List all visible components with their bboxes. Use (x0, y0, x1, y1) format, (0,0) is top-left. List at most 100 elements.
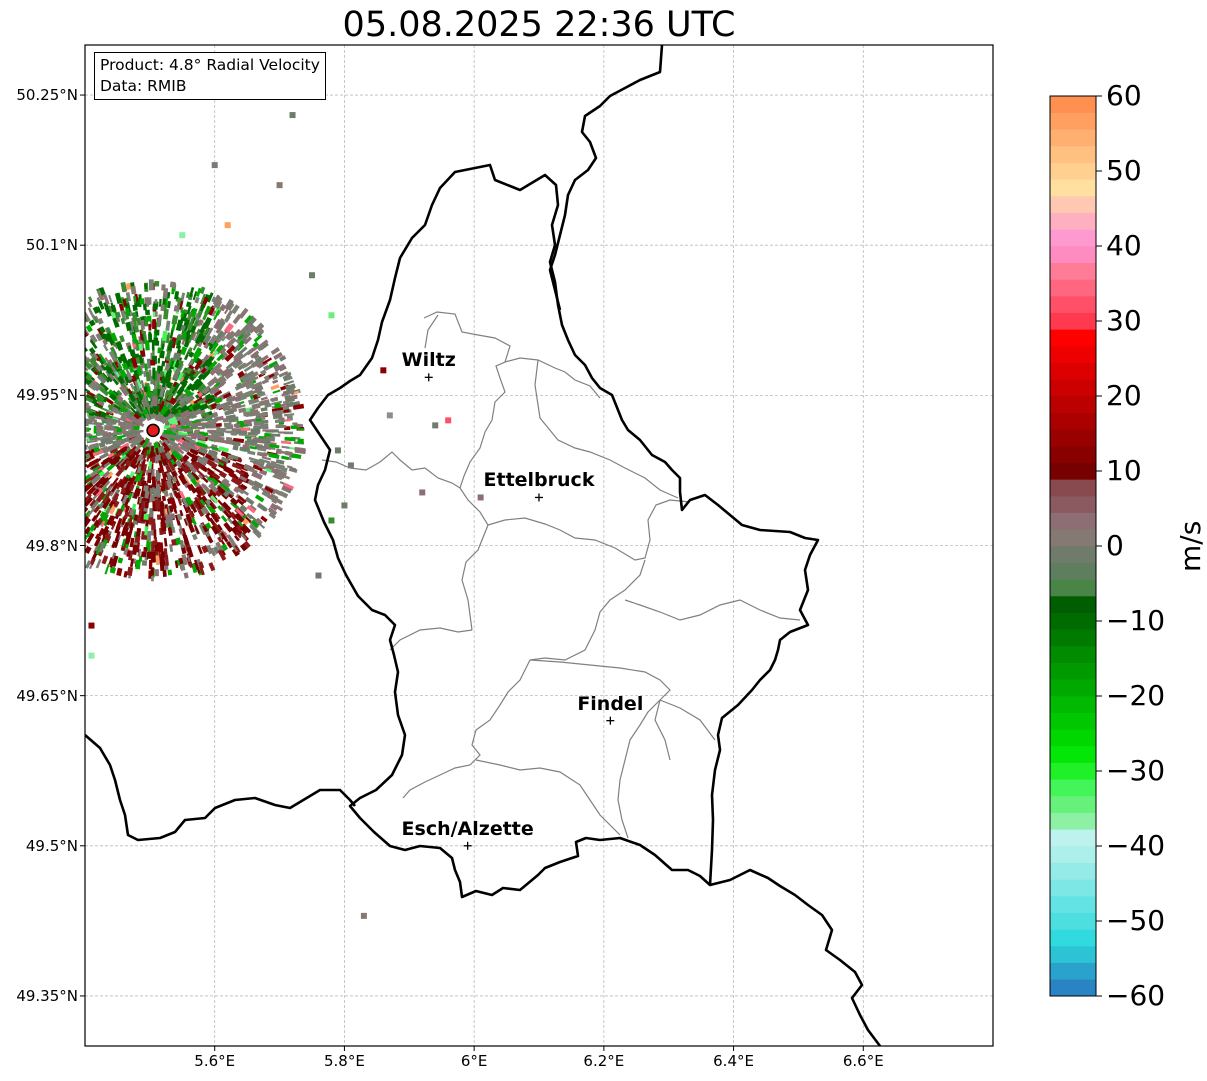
radar-echo-pixel (131, 437, 141, 447)
radar-echo-pixel (253, 484, 260, 490)
radar-echo-pixel (71, 341, 80, 351)
radar-echo-pixel (182, 415, 193, 421)
radar-echo-pixel (150, 494, 155, 503)
radar-echo-pixel (60, 344, 70, 354)
radar-echo-pixel (46, 512, 54, 520)
colorbar-segment (1050, 195, 1096, 213)
radar-echo-pixel (10, 435, 17, 440)
radar-echo-pixel (90, 367, 96, 374)
radar-echo-pixel (58, 434, 66, 437)
radar-echo-pixel (46, 426, 55, 431)
radar-echo-pixel (172, 357, 178, 368)
radar-echo-pixel (71, 305, 80, 316)
radar-echo-pixel (170, 444, 181, 454)
radar-echo-pixel (70, 310, 77, 318)
radar-echo-pixel (281, 485, 292, 494)
radar-echo-pixel (169, 328, 175, 339)
radar-echo-pixel (196, 287, 202, 297)
radar-echo-pixel (37, 429, 46, 432)
radar-echo-pixel (52, 512, 61, 521)
radar-echo-pixel (262, 357, 273, 365)
radar-echo-pixel (89, 334, 98, 344)
radar-echo-pixel (188, 509, 195, 520)
radar-echo-pixel (39, 495, 46, 501)
radar-echo-pixel (32, 462, 41, 469)
radar-echo-pixel (98, 353, 107, 364)
radar-echo-pixel (37, 498, 43, 504)
radar-echo-pixel (67, 463, 74, 468)
radar-echo-pixel (225, 331, 234, 340)
radar-echo-pixel (53, 347, 60, 353)
radar-echo-pixel (107, 452, 115, 458)
radar-echo-pixel (71, 368, 79, 376)
radar-echo-pixel (250, 428, 261, 434)
radar-echo-pixel (76, 480, 83, 486)
radar-echo-pixel (177, 466, 184, 473)
radar-echo-pixel (60, 437, 66, 440)
radar-echo-pixel (173, 391, 182, 402)
radar-echo-pixel (230, 500, 240, 510)
radar-echo-pixel (98, 300, 105, 310)
radar-echo-pixel (87, 301, 93, 308)
radar-echo-pixel (133, 425, 140, 431)
radar-echo-pixel (283, 413, 295, 417)
radar-echo-pixel (208, 339, 217, 350)
radar-echo-pixel (214, 397, 223, 404)
radar-echo-pixel (177, 297, 183, 307)
radar-echo-pixel (15, 417, 23, 420)
radar-echo-pixel (205, 414, 215, 420)
radar-echo-pixel (216, 428, 226, 433)
radar-echo-pixel (65, 522, 75, 532)
radar-echo-pixel (146, 551, 152, 559)
radar-echo-pixel (156, 514, 162, 520)
radar-echo-pixel (268, 373, 275, 379)
radar-echo-pixel (85, 550, 86, 559)
radar-echo-pixel (286, 376, 293, 381)
radar-echo-pixel (155, 329, 160, 336)
radar-echo-pixel (47, 497, 58, 506)
radar-echo-pixel (50, 454, 59, 460)
radar-echo-pixel (48, 515, 58, 524)
radar-echo-pixel (37, 422, 47, 426)
radar-echo-pixel (172, 368, 181, 381)
radar-echo-pixel (77, 443, 83, 447)
radar-echo-pixel (136, 542, 140, 553)
radar-echo-pixel (146, 540, 149, 548)
radar-echo-pixel (72, 434, 82, 438)
radar-echo-pixel (40, 367, 46, 373)
radar-echo-pixel (75, 474, 82, 480)
radar-echo-pixel (221, 404, 230, 411)
radar-echo-pixel (67, 353, 75, 360)
colorbar-segment (1050, 95, 1096, 113)
radar-echo-pixel (264, 486, 274, 494)
radar-echo-pixel (34, 350, 43, 358)
radar-echo-pixel (277, 431, 286, 434)
radar-echo-pixel (100, 364, 107, 371)
colorbar-segment (1050, 279, 1096, 297)
radar-echo-pixel (71, 434, 81, 437)
radar-echo-pixel (33, 408, 42, 413)
radar-echo-pixel (162, 378, 167, 388)
radar-echo-pixel (176, 513, 183, 521)
radar-echo-pixel (36, 410, 44, 415)
radar-echo-pixel (254, 494, 265, 503)
radar-echo-pixel (166, 404, 172, 410)
radar-echo-pixel (115, 451, 123, 458)
radar-echo-pixel (155, 555, 160, 565)
radar-echo-pixel (38, 506, 46, 513)
radar-echo-pixel (107, 305, 112, 313)
radar-echo-pixel (231, 401, 242, 409)
radar-echo-pixel (197, 311, 203, 319)
radar-echo-pixel (280, 440, 292, 445)
radar-echo-pixel (98, 541, 106, 553)
radar-echo-pixel (134, 410, 143, 418)
radar-echo-pixel (221, 501, 232, 512)
radar-echo-pixel (72, 477, 81, 485)
radar-echo-pixel (167, 368, 172, 377)
radar-echo-pixel (235, 382, 243, 389)
radar-echo-pixel (22, 488, 29, 494)
radar-echo-pixel (161, 495, 167, 502)
radar-echo-pixel (124, 307, 131, 317)
colorbar-segment (1050, 545, 1096, 563)
radar-echo-pixel (46, 468, 57, 474)
